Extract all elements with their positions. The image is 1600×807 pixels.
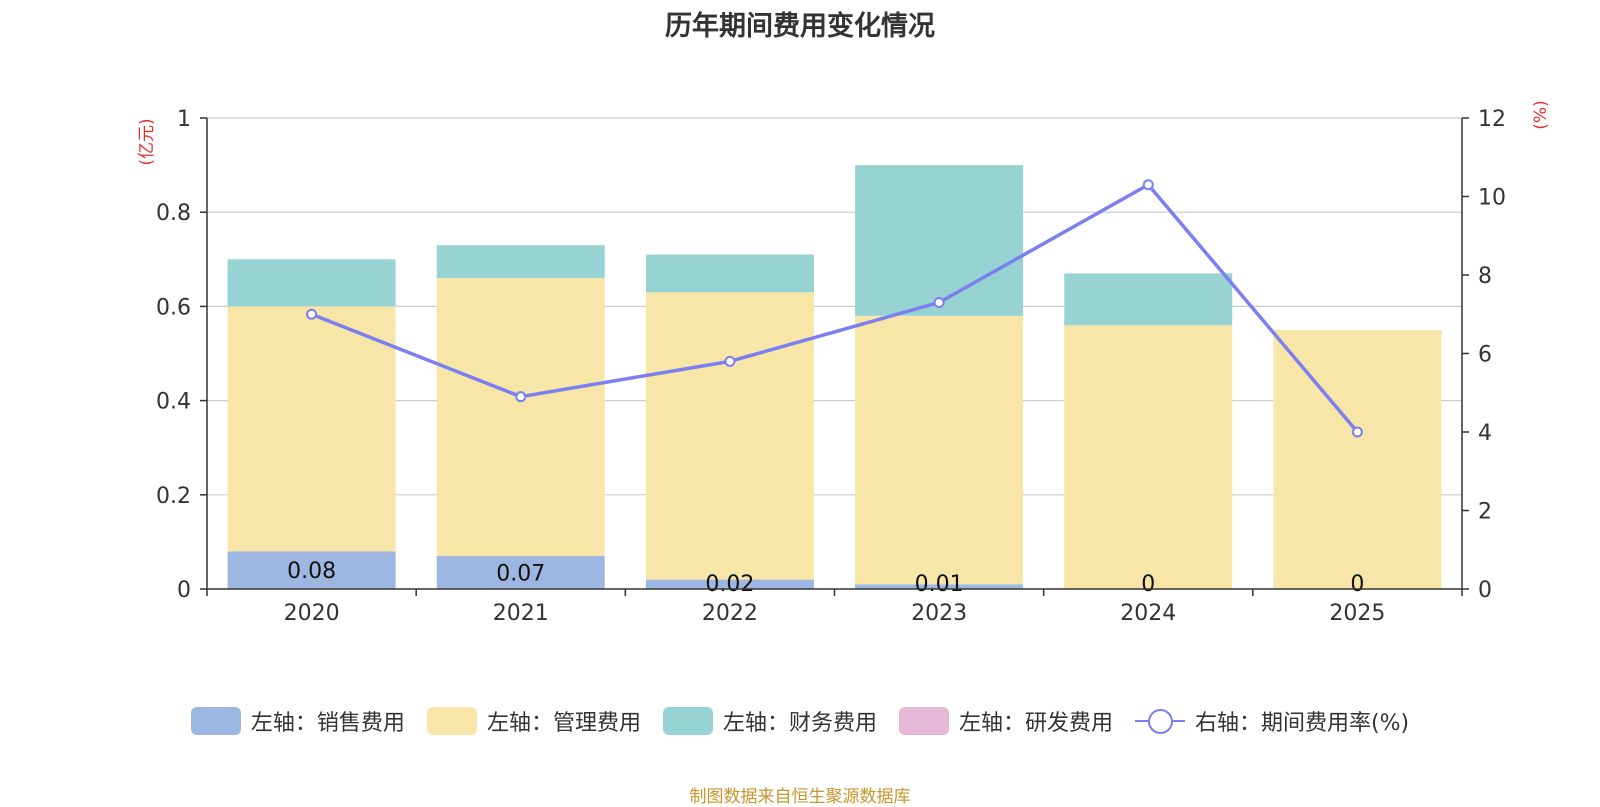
y-left-unit-label: (亿元) [137, 118, 157, 165]
bar-admin-2023 [855, 315, 1024, 585]
legend-label-sales: 左轴：销售费用 [250, 711, 405, 736]
legend-label-admin: 左轴：管理费用 [486, 711, 641, 736]
chart-canvas: 0.08 0.07 0.02 0.01 0 0 00.20.40.60.810246810… [137, 100, 1551, 626]
bar-admin-2022 [645, 292, 814, 580]
legend-swatch-admin [426, 707, 477, 735]
y-left-tick-label: 0.8 [156, 201, 191, 226]
bar-sales-2023 [855, 584, 1024, 589]
bar-finance-2021 [436, 245, 605, 279]
legend-label-rnd: 左轴：研发费用 [958, 711, 1113, 736]
bar-sales-2020 [227, 551, 396, 589]
data-label-sales: 0.07 [496, 562, 545, 587]
legend-item-sales[interactable]: 左轴：销售费用 [190, 705, 405, 737]
rate-point-2021 [515, 391, 527, 403]
bar-admin-2020 [227, 306, 396, 552]
y-left-tick-label: 0.2 [156, 484, 191, 509]
legend-swatch-rnd [898, 707, 949, 735]
rate-line [310, 182, 1359, 434]
rate-line-layer [306, 179, 1363, 438]
rate-point-2023 [933, 296, 945, 308]
data-label-sales: 0 [1350, 572, 1364, 597]
bar-layer: 0.08 0.07 0.02 0.01 0 0 [227, 165, 1442, 597]
chart-title: 历年期间费用变化情况 [665, 11, 935, 42]
x-tick-label: 2022 [702, 601, 758, 626]
y-left-tick-label: 0.6 [156, 295, 191, 320]
x-tick-label: 2024 [1120, 601, 1176, 626]
legend-swatch-finance [662, 707, 713, 735]
data-label-sales: 0.01 [915, 572, 964, 597]
y-right-tick-label: 8 [1478, 264, 1492, 289]
rate-point-2020 [306, 308, 318, 320]
y-right-tick-label: 10 [1478, 186, 1506, 211]
legend-swatch-sales [190, 707, 241, 735]
x-tick-label: 2023 [911, 601, 967, 626]
data-label-sales: 0.08 [287, 559, 336, 584]
rate-point-2024 [1142, 179, 1154, 191]
x-tick-label: 2020 [284, 601, 340, 626]
bar-admin-2021 [436, 278, 605, 557]
y-right-tick-label: 0 [1478, 578, 1492, 603]
bar-finance-2024 [1064, 273, 1233, 326]
rate-point-2025 [1351, 426, 1363, 438]
x-tick-label: 2025 [1329, 601, 1385, 626]
bar-finance-2020 [227, 259, 396, 307]
bar-admin-2024 [1064, 325, 1233, 589]
bar-sales-2022 [645, 579, 814, 589]
legend-item-rate[interactable]: 右轴：期间费用率(%) [1134, 705, 1410, 737]
y-right-tick-label: 6 [1478, 343, 1492, 368]
bar-admin-2025 [1273, 329, 1442, 589]
rate-point-2022 [724, 355, 736, 367]
bar-finance-2023 [855, 165, 1024, 316]
bar-sales-2021 [436, 556, 605, 589]
x-tick-label: 2021 [493, 601, 549, 626]
y-right-tick-label: 4 [1478, 421, 1492, 446]
source-footer: 制图数据来自恒生聚源数据库 [689, 787, 911, 807]
y-left-tick-label: 1 [177, 107, 191, 132]
y-right-unit-label: (%) [1531, 100, 1551, 129]
legend: 左轴：销售费用 左轴：管理费用 左轴：财务费用 左轴：研发费用 右轴：期间费用率… [0, 705, 1600, 737]
data-label-sales: 0 [1141, 572, 1155, 597]
legend-label-rate: 右轴：期间费用率(%) [1194, 711, 1410, 736]
legend-item-finance[interactable]: 左轴：财务费用 [662, 705, 877, 737]
y-left-tick-label: 0.4 [156, 390, 191, 415]
legend-item-admin[interactable]: 左轴：管理费用 [426, 705, 641, 737]
legend-item-rnd[interactable]: 左轴：研发费用 [898, 705, 1113, 737]
y-left-tick-label: 0 [177, 578, 191, 603]
legend-label-finance: 左轴：财务费用 [722, 711, 877, 736]
bar-finance-2022 [645, 254, 814, 293]
legend-swatch-rate [1134, 707, 1185, 735]
y-right-tick-label: 2 [1478, 500, 1492, 525]
data-label-sales: 0.02 [705, 572, 754, 597]
y-right-tick-label: 12 [1478, 107, 1506, 132]
